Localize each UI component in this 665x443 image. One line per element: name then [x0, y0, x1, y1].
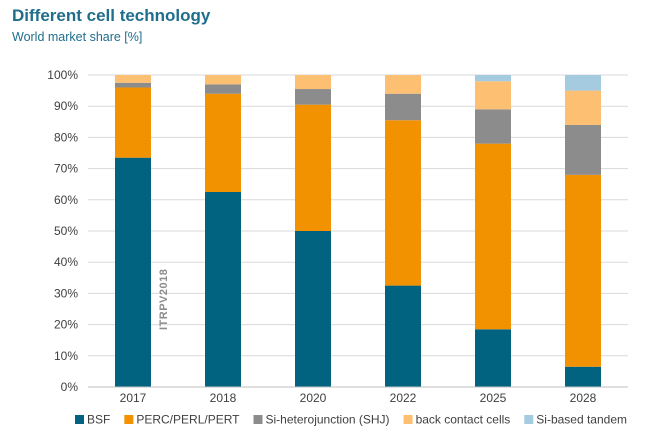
- y-tick-label: 20%: [54, 318, 78, 332]
- bar-segment: [385, 93, 421, 121]
- bar-segment: [295, 89, 331, 105]
- bar-segment: [565, 90, 601, 125]
- bar-segment: [475, 109, 511, 144]
- x-tick-label: 2028: [570, 391, 597, 405]
- legend-label: Si-heterojunction (SHJ): [266, 413, 390, 427]
- bar-segment: [205, 84, 241, 94]
- y-tick-label: 40%: [54, 255, 78, 269]
- y-tick-label: 50%: [54, 224, 78, 238]
- bar-segment: [295, 104, 331, 231]
- x-tick-label: 2018: [210, 391, 237, 405]
- bar-segment: [205, 93, 241, 192]
- x-tick-label: 2020: [300, 391, 327, 405]
- y-tick-label: 80%: [54, 130, 78, 144]
- chart-title: Different cell technology: [12, 6, 211, 25]
- legend-swatch: [524, 415, 534, 424]
- axes: 0% 10% 20% 30% 40% 50% 60% 70% 80% 90% 100% 2017 201…: [47, 68, 628, 405]
- bar-segment: [565, 124, 601, 175]
- bar-segment: [115, 82, 151, 88]
- legend-swatch: [75, 415, 84, 424]
- bar-segment: [205, 75, 241, 85]
- y-tick-label: 30%: [54, 286, 78, 300]
- legend-swatch: [403, 415, 413, 424]
- bar-segment: [475, 329, 511, 387]
- bar-segment: [205, 192, 241, 387]
- bar-segment: [385, 120, 421, 286]
- y-tick-label: 60%: [54, 193, 78, 207]
- legend-label: Si-based tandem: [536, 413, 627, 427]
- bar-segment: [115, 87, 151, 158]
- bar-segment: [385, 75, 421, 94]
- legend-label: PERC/PERL/PERT: [136, 413, 240, 427]
- y-tick-label: 70%: [54, 162, 78, 176]
- legend-label: BSF: [87, 413, 110, 427]
- bars: [115, 75, 601, 387]
- legend: BSF PERC/PERL/PERT Si-heterojunction (SHJ)…: [75, 413, 627, 427]
- bar-segment: [385, 285, 421, 387]
- watermark-label: ITRPV2018: [158, 268, 170, 330]
- bar-segment: [565, 174, 601, 367]
- bar-segment: [295, 231, 331, 387]
- y-tick-label: 10%: [54, 349, 78, 363]
- x-tick-label: 2025: [480, 391, 507, 405]
- bar-segment: [115, 157, 151, 387]
- chart-subtitle: World market share [%]: [12, 30, 143, 44]
- y-tick-label: 90%: [54, 99, 78, 113]
- y-tick-label: 100%: [47, 68, 78, 82]
- legend-swatch: [124, 415, 134, 424]
- legend-label: back contact cells: [416, 413, 511, 427]
- bar-segment: [295, 75, 331, 90]
- bar-segment: [475, 143, 511, 330]
- x-tick-label: 2017: [120, 391, 147, 405]
- bar-segment: [565, 75, 601, 91]
- bar-segment: [475, 75, 511, 82]
- bar-segment: [475, 81, 511, 110]
- gridlines: [88, 74, 628, 388]
- bar-segment: [115, 75, 151, 83]
- y-tick-label: 0%: [61, 380, 79, 394]
- bar-segment: [565, 366, 601, 387]
- x-tick-label: 2022: [390, 391, 417, 405]
- legend-swatch: [253, 415, 263, 424]
